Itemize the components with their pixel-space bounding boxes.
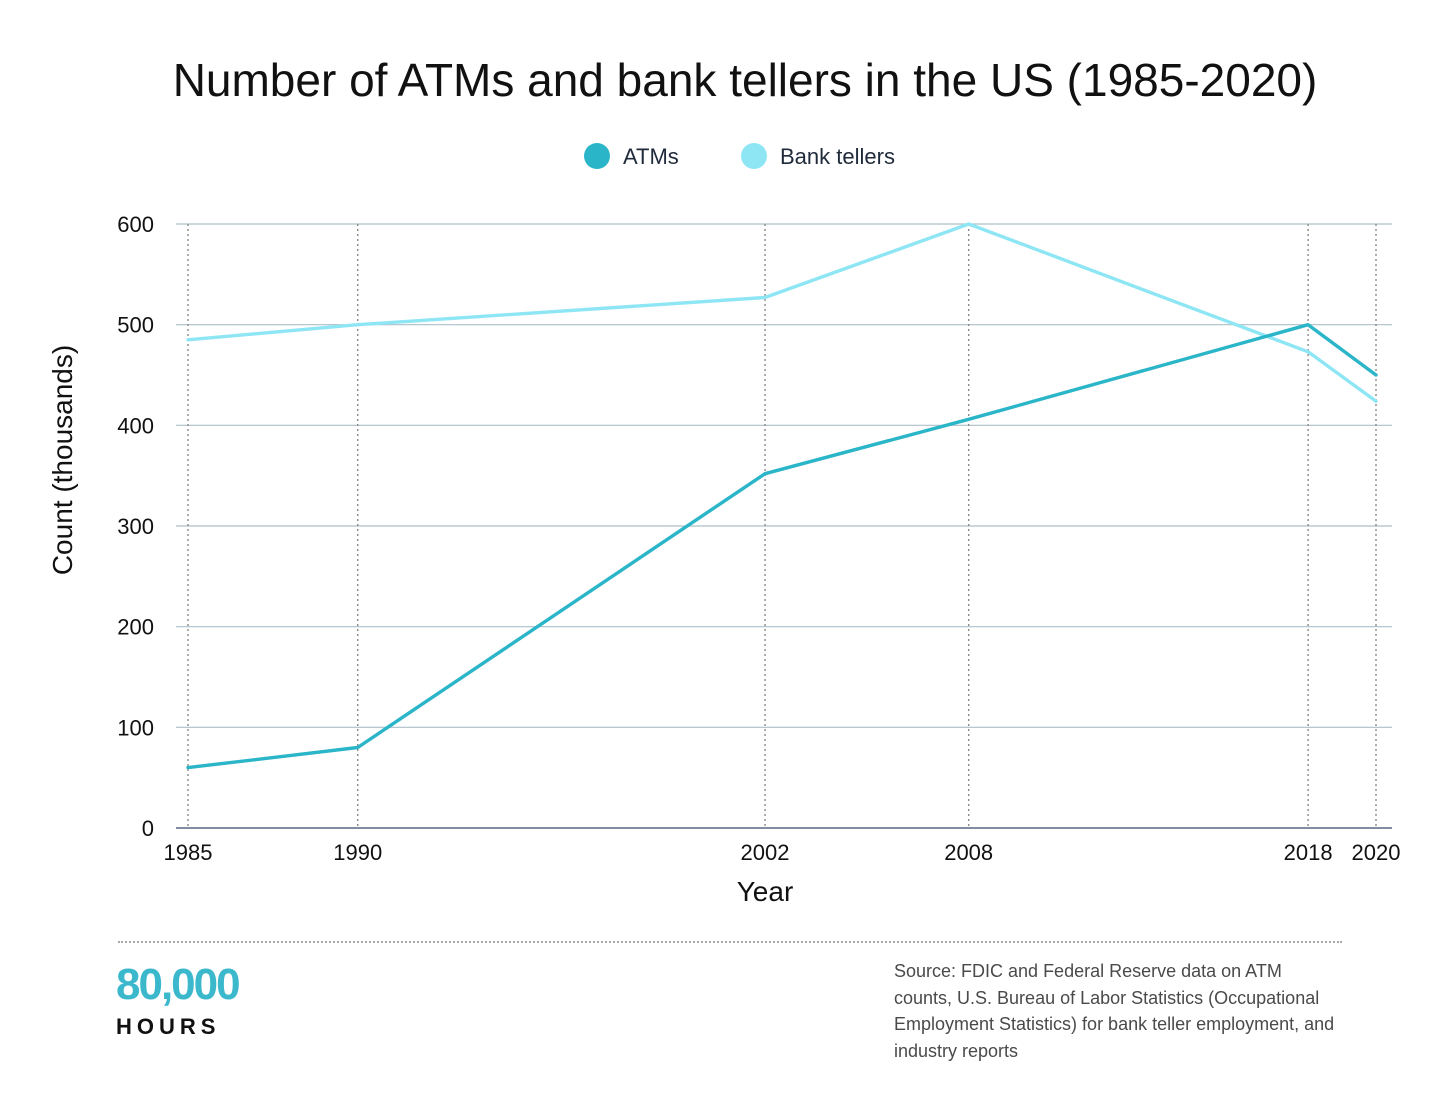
x-tick-label: 1990	[333, 840, 382, 865]
y-tick-label: 400	[117, 413, 154, 438]
logo-number: 80,000	[116, 960, 241, 1009]
legend-marker-atms	[584, 143, 610, 169]
y-tick-label: 600	[117, 212, 154, 237]
series	[186, 222, 1378, 770]
x-axis-title: Year	[737, 876, 794, 907]
chart-title: Number of ATMs and bank tellers in the U…	[173, 54, 1318, 106]
80000-hours-logo: 80,000 HOURS	[116, 960, 241, 1040]
legend: ATMs Bank tellers	[584, 143, 895, 169]
y-tick-label: 300	[117, 514, 154, 539]
legend-marker-bank-tellers	[741, 143, 767, 169]
line-chart: Number of ATMs and bank tellers in the U…	[47, 54, 1400, 907]
x-tick-label: 2008	[944, 840, 993, 865]
y-tick-label: 500	[117, 313, 154, 338]
x-tick-label: 2018	[1284, 840, 1333, 865]
axes: 0 100 200 300 400 500 600 1985 1990 2002 2008 2018 2…	[117, 212, 1400, 865]
x-tick-label: 2020	[1352, 840, 1401, 865]
y-tick-label: 100	[117, 715, 154, 740]
logo-word: HOURS	[116, 1014, 221, 1039]
footer-divider	[118, 941, 1342, 943]
x-tick-label: 2002	[741, 840, 790, 865]
series-line-bank-tellers	[186, 222, 1378, 403]
legend-label-bank-tellers: Bank tellers	[780, 144, 895, 169]
series-line-atms	[186, 323, 1378, 770]
y-tick-label: 0	[142, 816, 154, 841]
legend-label-atms: ATMs	[623, 144, 679, 169]
x-tick-label: 1985	[164, 840, 213, 865]
y-axis-title: Count (thousands)	[47, 345, 78, 575]
y-tick-label: 200	[117, 615, 154, 640]
source-note: Source: FDIC and Federal Reserve data on…	[894, 961, 1335, 1061]
